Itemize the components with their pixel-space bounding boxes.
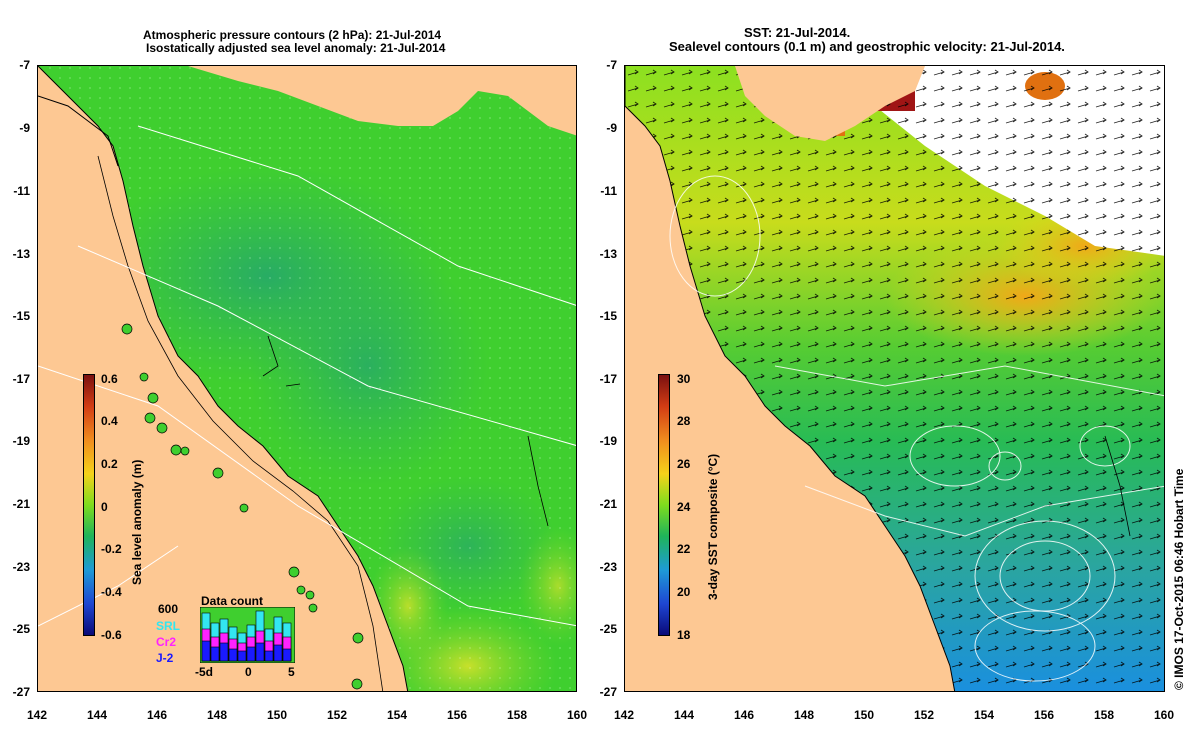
- sea-level-anomaly-map-svg: [38, 66, 576, 691]
- sst-map: [624, 65, 1165, 692]
- left-lat-tick: -21: [12, 497, 30, 511]
- left-lon-tick: 148: [206, 708, 228, 722]
- left-title-line1: Atmospheric pressure contours (2 hPa): 2…: [143, 28, 442, 42]
- left-lat-tick: -9: [19, 121, 30, 135]
- left-lon-tick: 158: [506, 708, 528, 722]
- left-lon-tick: 154: [386, 708, 408, 722]
- left-lon-tick: 152: [326, 708, 348, 722]
- sea-level-colorbar-tick: 0.6: [101, 372, 118, 386]
- right-lat-tick: -21: [599, 497, 617, 511]
- left-lat-tick: -17: [12, 372, 30, 386]
- sst-colorbar-tick: 18: [677, 628, 691, 642]
- right-title-line1: SST: 21-Jul-2014.: [744, 25, 851, 40]
- sst-map-svg: [625, 66, 1164, 691]
- sea-level-colorbar: [83, 374, 95, 636]
- sea-level-colorbar-tick: -0.6: [101, 628, 122, 642]
- right-lon-tick: 152: [913, 708, 935, 722]
- left-lat-tick: -25: [12, 622, 30, 636]
- sea-level-colorbar-tick: -0.2: [101, 542, 122, 556]
- right-lon-tick: 154: [973, 708, 995, 722]
- sst-colorbar-label: 3-day SST composite (°C): [706, 453, 720, 600]
- sst-colorbar-tick: 28: [677, 414, 691, 428]
- data-count-legend-srl: SRL: [156, 619, 180, 633]
- right-lon-tick: 142: [613, 708, 635, 722]
- right-lat-tick: -25: [599, 622, 617, 636]
- left-lat-tick: -13: [12, 247, 30, 261]
- left-lon-tick: 142: [26, 708, 48, 722]
- right-lat-tick: -19: [599, 434, 617, 448]
- right-lat-tick: -7: [606, 58, 617, 72]
- data-count-x-label: 5: [288, 665, 295, 679]
- imos-credit: © IMOS 17-Oct-2015 06:46 Hobart Time: [1172, 468, 1186, 690]
- left-title-line2: Isostatically adjusted sea level anomaly…: [146, 41, 446, 55]
- left-lat-tick: -11: [13, 184, 30, 198]
- data-count-title: Data count: [201, 594, 264, 608]
- right-lon-tick: 160: [1153, 708, 1175, 722]
- right-lat-tick: -13: [599, 247, 617, 261]
- left-lat-tick: -7: [19, 58, 30, 72]
- left-lon-tick: 146: [146, 708, 168, 722]
- right-lat-tick: -23: [599, 560, 617, 574]
- left-lat-tick: -19: [12, 434, 30, 448]
- right-lon-tick: 156: [1033, 708, 1055, 722]
- data-count-x-label: -5d: [195, 665, 213, 679]
- data-count-legend-j2: J-2: [156, 651, 174, 665]
- sst-colorbar: [658, 374, 670, 636]
- sst-colorbar-tick: 26: [677, 457, 691, 471]
- sea-level-colorbar-tick: 0: [101, 500, 108, 514]
- right-lon-tick: 150: [853, 708, 875, 722]
- left-lon-tick: 156: [446, 708, 468, 722]
- sea-level-colorbar-tick: 0.4: [101, 414, 118, 428]
- right-title-line2: Sealevel contours (0.1 m) and geostrophi…: [669, 39, 1065, 54]
- sea-level-colorbar-label: Sea level anomaly (m): [130, 459, 144, 585]
- left-lat-tick: -27: [12, 685, 30, 699]
- sea-level-colorbar-tick: 0.2: [101, 457, 118, 471]
- right-lat-tick: -17: [599, 372, 617, 386]
- sea-level-anomaly-map: [37, 65, 577, 692]
- right-lon-tick: 158: [1093, 708, 1115, 722]
- left-lat-tick: -15: [12, 309, 30, 323]
- left-lon-tick: 150: [266, 708, 288, 722]
- right-lon-tick: 146: [733, 708, 755, 722]
- left-lat-tick: -23: [12, 560, 30, 574]
- right-lon-tick: 144: [673, 708, 695, 722]
- right-lat-tick: -27: [599, 685, 617, 699]
- sst-colorbar-tick: 24: [677, 500, 691, 514]
- right-lat-tick: -9: [606, 121, 617, 135]
- left-lon-tick: 160: [566, 708, 588, 722]
- data-count-legend-cr2: Cr2: [156, 635, 177, 649]
- sea-level-colorbar-tick: -0.4: [101, 585, 122, 599]
- data-count-histogram: [200, 607, 295, 663]
- right-lat-tick: -11: [600, 184, 617, 198]
- data-count-x-label: 0: [245, 665, 252, 679]
- sst-colorbar-tick: 22: [677, 542, 691, 556]
- data-count-max-label: 600: [158, 602, 179, 616]
- sst-colorbar-tick: 20: [677, 585, 691, 599]
- right-lat-tick: -15: [599, 309, 617, 323]
- left-lon-tick: 144: [86, 708, 108, 722]
- sst-colorbar-tick: 30: [677, 372, 691, 386]
- right-lon-tick: 148: [793, 708, 815, 722]
